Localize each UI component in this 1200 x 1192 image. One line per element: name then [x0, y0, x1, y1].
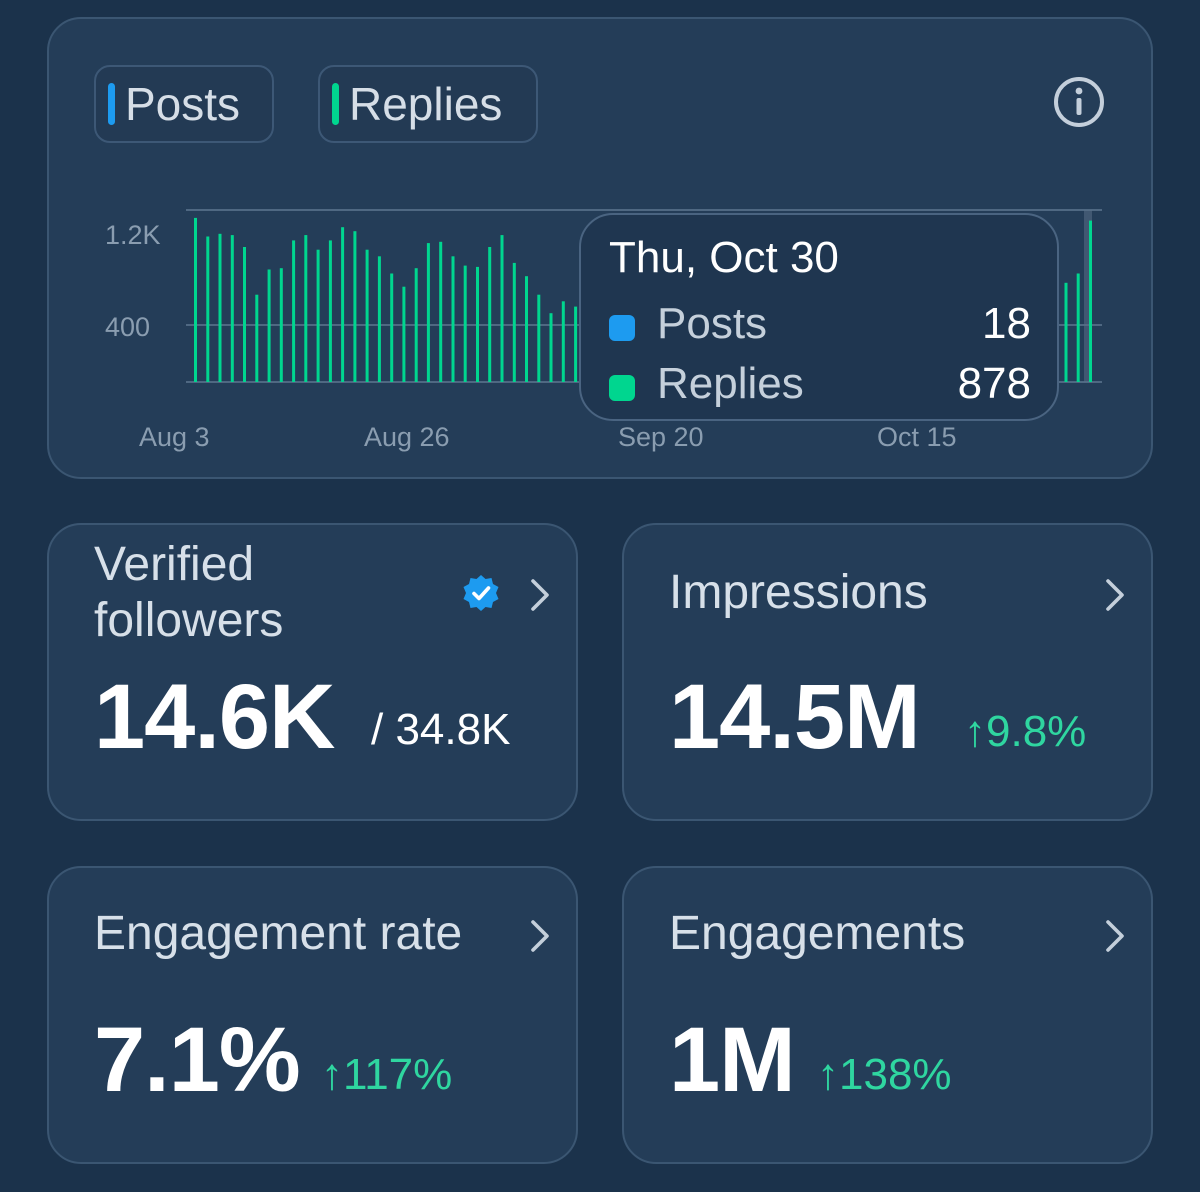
verified-followers-card[interactable]: Verified followers 14.6K / 34.8K [47, 523, 578, 821]
replies-bar[interactable] [426, 243, 430, 382]
impressions-change: ↑9.8% [964, 707, 1087, 756]
replies-bar[interactable] [1089, 220, 1092, 382]
replies-bar[interactable] [402, 286, 406, 382]
posts-toggle-label: Posts [125, 78, 241, 130]
replies-bar[interactable] [476, 266, 479, 382]
replies-bar[interactable] [292, 240, 296, 382]
replies-bar[interactable] [255, 294, 259, 382]
chart-card: 1.2K 400 Aug 3 Aug 26 Sep 20 Oct 15 Post… [47, 17, 1153, 479]
replies-bar[interactable] [279, 268, 283, 382]
engagement-rate-change: ↑117% [321, 1050, 453, 1099]
tooltip-label: Posts [657, 299, 768, 348]
posts-swatch [609, 315, 635, 341]
replies-bar[interactable] [439, 241, 443, 382]
verified-followers-value: 14.6K [94, 666, 335, 768]
engagement-rate-value: 7.1% [94, 1009, 301, 1111]
x-tick-label: Oct 15 [877, 422, 957, 452]
card-title-line: Verified [94, 538, 255, 591]
card-title: Verified followers [94, 537, 283, 649]
y-tick-label: 400 [105, 312, 151, 342]
replies-bar[interactable] [230, 235, 234, 382]
replies-bar[interactable] [512, 262, 516, 382]
posts-color-bar [108, 83, 115, 125]
engagements-card[interactable]: Engagements 1M ↑138% [622, 866, 1153, 1164]
chevron-right-icon[interactable] [1104, 577, 1126, 613]
engagement-rate-card[interactable]: Engagement rate 7.1% ↑117% [47, 866, 578, 1164]
replies-bar[interactable] [574, 306, 578, 382]
replies-toggle[interactable]: Replies [318, 65, 538, 143]
card-title: Engagements [669, 907, 966, 960]
replies-bar[interactable] [377, 256, 381, 382]
replies-bar[interactable] [316, 249, 320, 382]
replies-bar[interactable] [194, 217, 197, 382]
y-tick-label: 1.2K [105, 220, 161, 250]
chart-tooltip: Thu, Oct 30 Posts 18 Replies 878 [579, 213, 1059, 421]
tooltip-row-replies: Replies 878 [609, 359, 1031, 411]
chevron-right-icon[interactable] [529, 577, 551, 613]
replies-bar[interactable] [353, 231, 357, 382]
engagements-change: ↑138% [817, 1050, 952, 1099]
replies-bar[interactable] [341, 227, 345, 382]
replies-bar[interactable] [243, 247, 246, 382]
verified-badge-icon [463, 575, 499, 611]
replies-color-bar [332, 83, 339, 125]
chevron-right-icon[interactable] [529, 918, 551, 954]
replies-bar[interactable] [537, 294, 541, 382]
impressions-value: 14.5M [669, 666, 921, 768]
replies-bar[interactable] [500, 235, 504, 382]
tooltip-label: Replies [657, 359, 804, 408]
replies-bar[interactable] [414, 268, 418, 382]
replies-bar[interactable] [267, 269, 271, 383]
total-followers-value: / 34.8K [371, 705, 511, 754]
info-icon[interactable] [1052, 75, 1106, 129]
x-tick-label: Aug 3 [139, 422, 210, 452]
x-tick-label: Aug 26 [364, 422, 450, 452]
replies-bar[interactable] [549, 313, 553, 382]
replies-bar[interactable] [206, 236, 210, 383]
tooltip-value: 18 [982, 299, 1031, 348]
tooltip-value: 878 [957, 359, 1031, 408]
replies-bar[interactable] [451, 256, 455, 382]
replies-bar[interactable] [1076, 273, 1080, 383]
chevron-right-icon[interactable] [1104, 918, 1126, 954]
tooltip-date: Thu, Oct 30 [609, 233, 839, 282]
replies-bar[interactable] [365, 249, 369, 382]
replies-bar[interactable] [488, 247, 492, 382]
impressions-card[interactable]: Impressions 14.5M ↑9.8% [622, 523, 1153, 821]
x-tick-label: Sep 20 [618, 422, 704, 452]
replies-bar[interactable] [218, 233, 222, 382]
replies-bar[interactable] [390, 273, 394, 383]
card-title-line: followers [94, 594, 284, 647]
replies-bar[interactable] [525, 276, 528, 382]
tooltip-row-posts: Posts 18 [609, 299, 1031, 351]
hover-cursor [1084, 210, 1092, 382]
replies-bar[interactable] [304, 235, 308, 382]
engagements-value: 1M [669, 1009, 796, 1111]
card-title: Impressions [669, 566, 928, 619]
posts-toggle[interactable]: Posts [94, 65, 274, 143]
replies-bar[interactable] [328, 240, 332, 382]
replies-swatch [609, 375, 635, 401]
replies-bar[interactable] [463, 265, 467, 382]
replies-toggle-label: Replies [349, 78, 503, 130]
card-title: Engagement rate [94, 907, 463, 960]
replies-bar[interactable] [1064, 282, 1068, 382]
replies-bar[interactable] [561, 301, 565, 382]
